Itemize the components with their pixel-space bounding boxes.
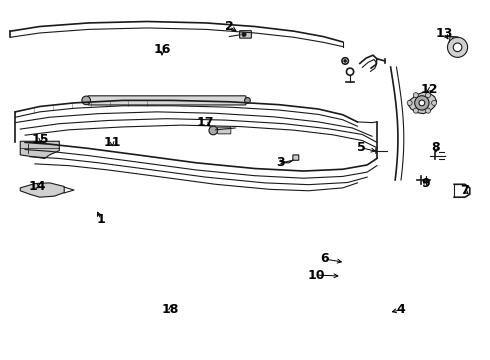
Circle shape: [209, 126, 218, 135]
Text: 16: 16: [153, 42, 171, 55]
Circle shape: [432, 100, 437, 105]
Circle shape: [425, 93, 431, 98]
Text: 1: 1: [97, 213, 105, 226]
Polygon shape: [282, 155, 299, 163]
Circle shape: [425, 108, 431, 113]
Circle shape: [415, 96, 429, 110]
Text: 7: 7: [461, 184, 469, 197]
FancyBboxPatch shape: [240, 31, 251, 38]
Circle shape: [419, 100, 425, 106]
Circle shape: [245, 98, 250, 103]
Polygon shape: [20, 183, 64, 197]
Text: 4: 4: [396, 303, 405, 316]
Text: 5: 5: [357, 141, 366, 154]
Text: 11: 11: [103, 136, 121, 149]
Circle shape: [413, 93, 418, 98]
Text: 18: 18: [162, 303, 179, 316]
Text: 2: 2: [225, 20, 234, 33]
Circle shape: [453, 43, 462, 51]
Circle shape: [447, 37, 467, 57]
Text: 13: 13: [436, 27, 453, 40]
Text: 14: 14: [28, 180, 46, 193]
Circle shape: [343, 59, 346, 62]
Text: 15: 15: [32, 133, 49, 146]
Text: 3: 3: [276, 156, 285, 168]
Circle shape: [413, 108, 418, 113]
Text: 9: 9: [421, 177, 430, 190]
Circle shape: [82, 96, 91, 105]
Polygon shape: [20, 141, 59, 158]
Text: 17: 17: [196, 116, 214, 129]
Circle shape: [407, 100, 412, 105]
FancyBboxPatch shape: [218, 127, 231, 134]
Text: 12: 12: [421, 83, 439, 96]
FancyBboxPatch shape: [88, 96, 246, 105]
Text: 6: 6: [320, 252, 328, 265]
Text: 10: 10: [307, 269, 324, 282]
Circle shape: [242, 32, 246, 37]
Text: 8: 8: [431, 141, 440, 154]
Polygon shape: [409, 92, 437, 114]
